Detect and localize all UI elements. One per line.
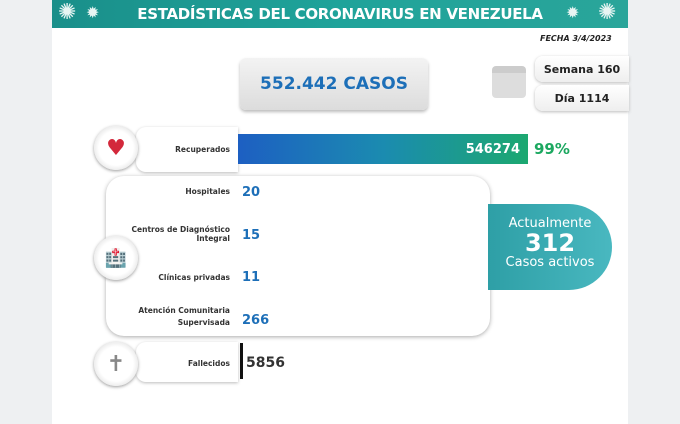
total-cases: 552.442 CASOS (240, 58, 428, 110)
recovered-percent: 99% (534, 140, 570, 158)
date: FECHA 3/4/2023 (540, 34, 612, 43)
facility-value: 266 (242, 313, 270, 328)
facility-value: 11 (242, 270, 261, 285)
hospital-icon: 🏥 (94, 236, 138, 280)
recovered-bar: 546274 (238, 134, 528, 164)
recovered-value: 546274 (465, 141, 520, 157)
page-title: ESTADÍSTICAS DEL CORONAVIRUS EN VENEZUEL… (137, 5, 543, 23)
active-cases-box: Actualmente 312 Casos activos (488, 204, 612, 290)
virus-icon: ✺ (58, 0, 77, 25)
active-prefix: Actualmente (508, 216, 592, 231)
facility-label: Hospitales (185, 187, 230, 196)
recovered-label: Recuperados (175, 145, 230, 154)
facility-value: 20 (242, 185, 261, 200)
tombstone-icon: ✝ (94, 342, 138, 386)
virus-icon: ✹ (566, 3, 580, 22)
heart-icon: ♥ (94, 126, 138, 170)
active-suffix: Casos activos (505, 255, 595, 270)
banner: ✺ ✹ ESTADÍSTICAS DEL CORONAVIRUS EN VENE… (52, 0, 628, 28)
facility-value: 15 (242, 228, 261, 243)
facility-label: Atención Comunitaria Supervisada (138, 306, 230, 327)
facility-label: Centros de Diagnóstico Integral (131, 225, 230, 243)
virus-icon: ✺ (598, 0, 617, 25)
deaths-bar (240, 343, 243, 379)
week-badge: Semana 160 (535, 56, 629, 82)
facilities-box (106, 176, 490, 336)
calendar-icon (492, 66, 526, 98)
day-badge: Día 1114 (535, 85, 629, 111)
active-value: 312 (524, 229, 576, 257)
deaths-value: 5856 (246, 355, 285, 371)
recovered-label-box (136, 127, 238, 172)
deaths-label-box (136, 342, 238, 382)
deaths-label: Fallecidos (188, 359, 230, 368)
virus-icon: ✹ (86, 3, 100, 22)
facility-label: Clínicas privadas (158, 273, 230, 282)
